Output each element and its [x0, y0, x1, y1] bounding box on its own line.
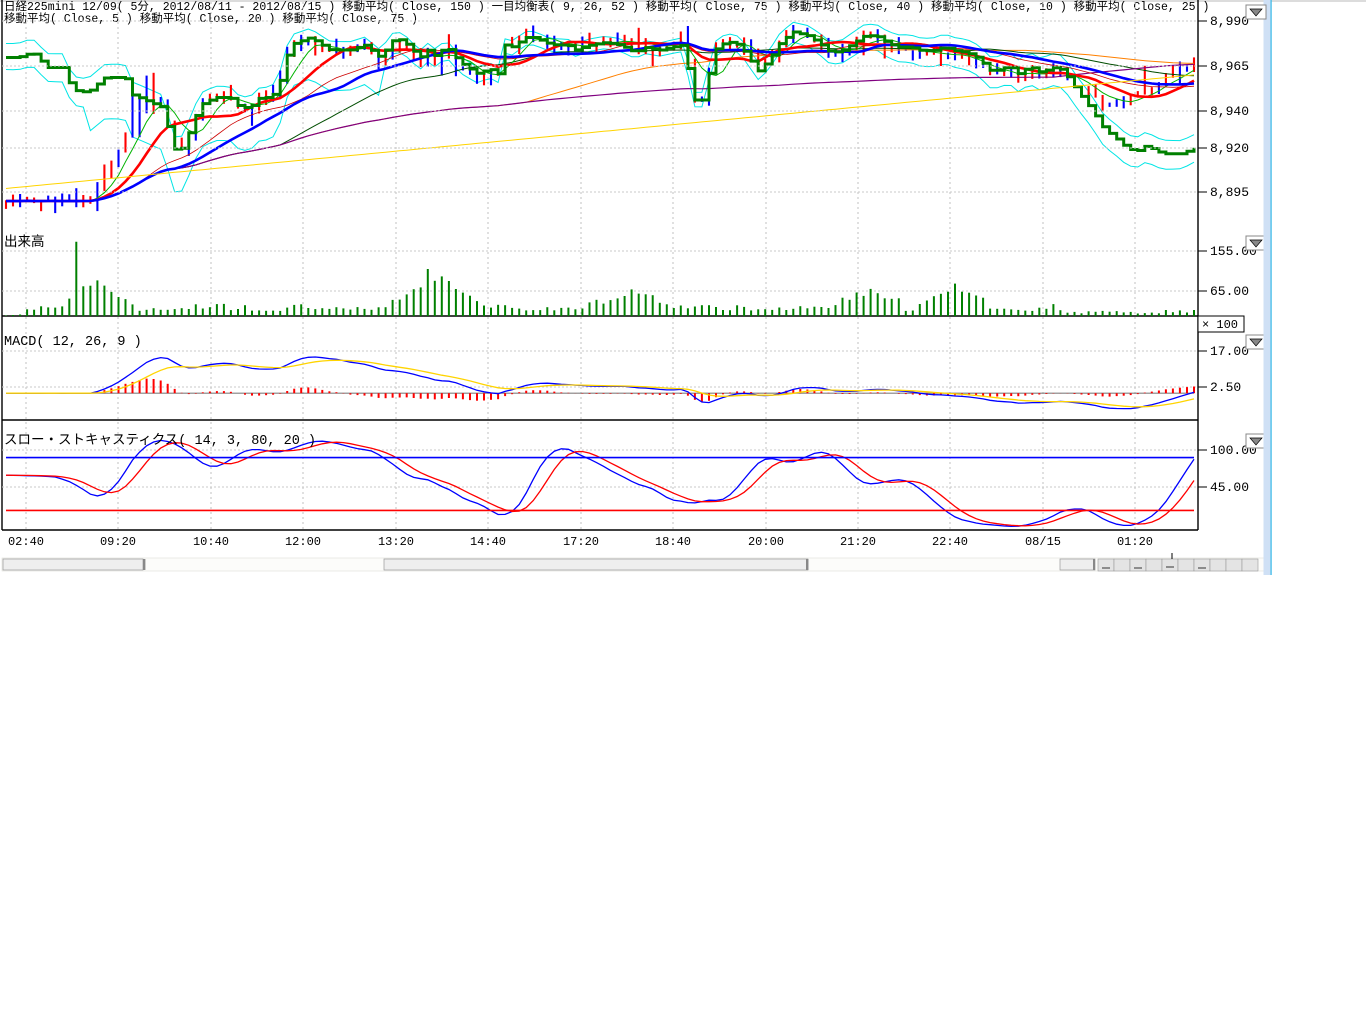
svg-text:17:20: 17:20: [563, 535, 599, 549]
svg-text:17.00: 17.00: [1210, 344, 1249, 359]
svg-text:2.50: 2.50: [1210, 380, 1241, 395]
svg-text:21:20: 21:20: [840, 535, 876, 549]
svg-text:65.00: 65.00: [1210, 284, 1249, 299]
svg-text:18:40: 18:40: [655, 535, 691, 549]
svg-text:8,965: 8,965: [1210, 59, 1249, 74]
svg-text:8,940: 8,940: [1210, 104, 1249, 119]
svg-text:01:20: 01:20: [1117, 535, 1153, 549]
svg-text:日経225mini 12/09( 5分, 2012/08/1: 日経225mini 12/09( 5分, 2012/08/11 - 2012/0…: [4, 0, 1209, 14]
svg-text:スロー・ストキャスティクス( 14, 3, 80, 20 ): スロー・ストキャスティクス( 14, 3, 80, 20 ): [4, 432, 316, 449]
svg-text:45.00: 45.00: [1210, 480, 1249, 495]
svg-text:8,990: 8,990: [1210, 14, 1249, 29]
svg-text:09:20: 09:20: [100, 535, 136, 549]
svg-text:14:40: 14:40: [470, 535, 506, 549]
svg-text:12:00: 12:00: [285, 535, 321, 549]
svg-text:22:40: 22:40: [932, 535, 968, 549]
svg-text:10:40: 10:40: [193, 535, 229, 549]
svg-text:出来高: 出来高: [4, 233, 45, 251]
svg-text:02:40: 02:40: [8, 535, 44, 549]
svg-text:8,920: 8,920: [1210, 141, 1249, 156]
svg-text:MACD( 12, 26, 9 ): MACD( 12, 26, 9 ): [4, 335, 142, 350]
svg-text:08/15: 08/15: [1025, 535, 1061, 549]
svg-text:× 100: × 100: [1202, 318, 1238, 332]
svg-text:8,895: 8,895: [1210, 185, 1249, 200]
svg-text:20:00: 20:00: [748, 535, 784, 549]
svg-text:13:20: 13:20: [378, 535, 414, 549]
